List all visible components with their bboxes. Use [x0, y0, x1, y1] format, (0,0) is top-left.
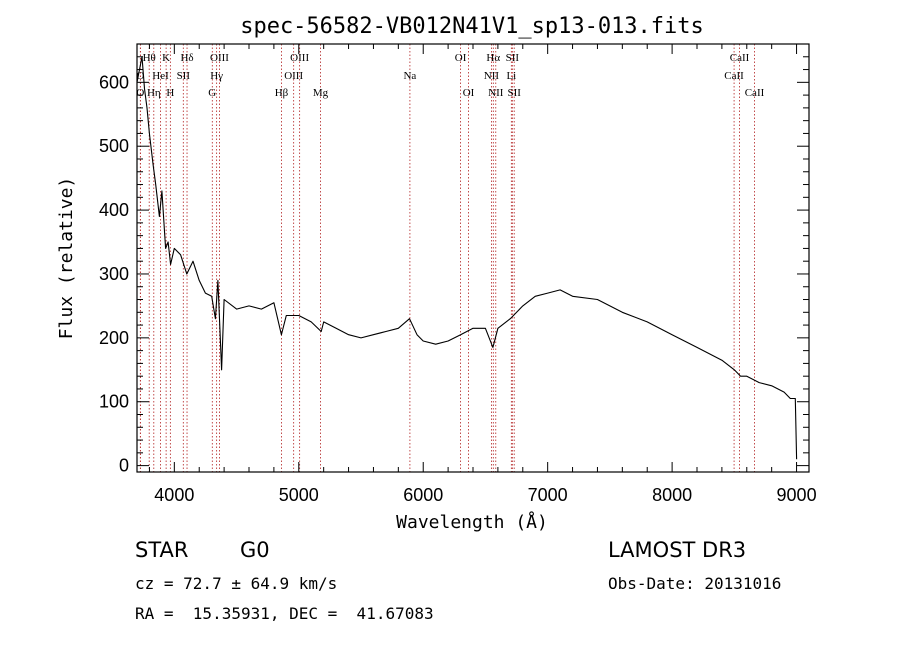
- line-label-23: SII: [506, 52, 520, 64]
- line-label-10: Hγ: [210, 70, 223, 82]
- x-tick-label-5: 9000: [777, 485, 817, 505]
- spectral-line-markers: [139, 44, 755, 472]
- x-tick-label-2: 6000: [403, 485, 443, 505]
- line-label-20: Hα: [486, 52, 500, 64]
- object-subclass: G0: [240, 538, 270, 562]
- line-label-13: OIII: [284, 70, 303, 82]
- line-label-3: Hη: [147, 87, 161, 99]
- x-tick-label-0: 4000: [154, 485, 194, 505]
- chart-title: spec-56582-VB012N41V1_sp13-013.fits: [240, 14, 704, 39]
- line-label-25: CaII: [724, 70, 744, 82]
- line-label-15: Mg: [313, 87, 329, 99]
- line-label-26: CaII: [730, 52, 750, 64]
- line-label-0: O: [136, 70, 144, 82]
- x-tick-label-1: 5000: [279, 485, 319, 505]
- line-label-21: NII: [488, 87, 504, 99]
- y-tick-label-4: 400: [99, 200, 129, 220]
- line-label-5: K: [162, 52, 170, 64]
- line-label-1: O: [136, 87, 144, 99]
- x-axis-label: Wavelength (Å): [396, 511, 548, 533]
- y-tick-label-1: 100: [99, 392, 129, 412]
- x-tick-label-3: 7000: [528, 485, 568, 505]
- y-tick-label-6: 600: [99, 72, 129, 92]
- line-label-8: Hδ: [180, 52, 193, 64]
- line-label-2: Hθ: [143, 52, 156, 64]
- line-label-17: OI: [455, 52, 467, 64]
- series-line-0: [136, 56, 798, 460]
- line-label-16: Na: [403, 70, 416, 82]
- observation-date: Obs-Date: 20131016: [608, 574, 782, 593]
- plot-frame: [136, 43, 810, 473]
- y-axis-ticks: 0 100 200 300 400 500 600: [99, 56, 809, 476]
- line-label-18: OI: [463, 87, 475, 99]
- line-label-6: H: [166, 87, 174, 99]
- survey-name: LAMOST DR3: [608, 538, 747, 562]
- line-label-7: SII: [177, 70, 191, 82]
- radial-velocity: cz = 72.7 ± 64.9 km/s: [135, 574, 338, 593]
- line-label-4: HeI: [152, 70, 169, 82]
- coordinates: RA = 15.35931, DEC = 41.67083: [135, 604, 434, 623]
- y-tick-label-0: 0: [119, 456, 129, 476]
- object-class: STAR: [135, 538, 189, 562]
- y-tick-label-3: 300: [99, 264, 129, 284]
- line-label-19: NII: [484, 70, 500, 82]
- line-label-22: Li: [506, 70, 516, 82]
- y-tick-label-2: 200: [99, 328, 129, 348]
- series-layer: [136, 56, 798, 460]
- line-label-14: OIII: [290, 52, 309, 64]
- spectral-line-labels: OOHθHηHeIKHSIIHδGHγOIIIHβOIIIOIIIMgNaOIO…: [136, 52, 764, 99]
- y-tick-label-5: 500: [99, 136, 129, 156]
- y-axis-label: Flux (relative): [56, 177, 77, 340]
- x-tick-label-4: 8000: [652, 485, 692, 505]
- line-label-27: CaII: [745, 87, 765, 99]
- line-label-11: OIII: [210, 52, 229, 64]
- line-label-9: G: [208, 87, 216, 99]
- line-label-24: SII: [507, 87, 521, 99]
- x-axis-ticks: 4000 5000 6000 7000 8000 9000: [148, 44, 817, 505]
- line-label-12: Hβ: [275, 87, 289, 99]
